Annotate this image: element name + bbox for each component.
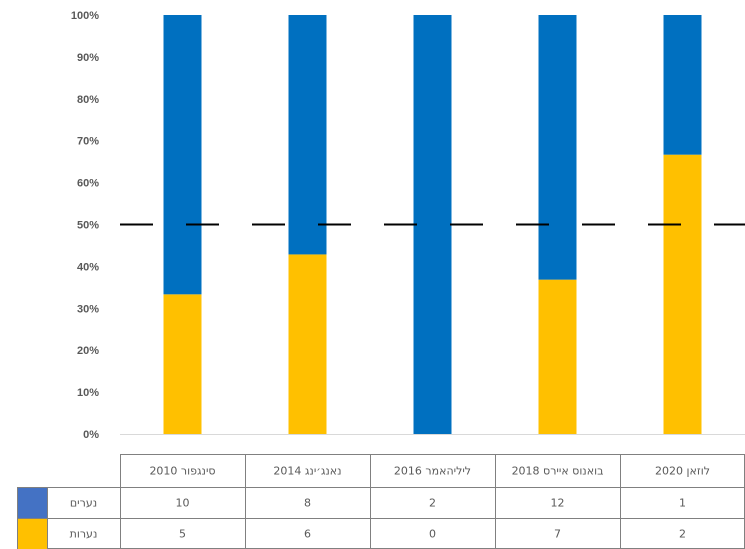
bars [163, 15, 702, 434]
bar-girls [663, 154, 702, 434]
category-label: ליליהאמר 2016 [394, 465, 471, 478]
legend-swatch [18, 488, 47, 518]
bar-boys [538, 15, 577, 280]
series-label: נערים [70, 497, 97, 510]
y-tick-label: 20% [77, 345, 99, 357]
category-label: נאנג׳ינג 2014 [273, 465, 341, 478]
y-tick-label: 70% [77, 136, 99, 148]
y-tick-label: 100% [71, 10, 99, 22]
table-value: 2 [429, 497, 436, 510]
series-label: נערות [70, 528, 98, 541]
category-label: לוזאן 2020 [655, 465, 710, 478]
table-value: 5 [179, 528, 186, 541]
table-value: 0 [429, 528, 436, 541]
table-value: 2 [679, 528, 686, 541]
table-value: 12 [551, 497, 565, 510]
data-table: סינגפור 2010 נאנג׳ינג 2014 ליליהאמר 2016 בו… [17, 454, 745, 549]
y-tick-label: 40% [77, 261, 99, 273]
y-axis: 0% 10% 20% 30% 40% 50% 60% 70% 80% 90% 100% [71, 10, 99, 441]
y-tick-label: 50% [77, 220, 99, 232]
bar-girls [538, 279, 577, 434]
category-label: בואנוס איירס 2018 [512, 465, 604, 478]
table-value: 7 [554, 528, 561, 541]
y-tick-label: 90% [77, 52, 99, 64]
table-value: 10 [176, 497, 190, 510]
y-tick-label: 0% [83, 429, 99, 441]
y-tick-label: 80% [77, 94, 99, 106]
table-value: 1 [679, 497, 686, 510]
category-label: סינגפור 2010 [149, 465, 215, 478]
bar-girls [163, 294, 202, 434]
table-value: 8 [304, 497, 311, 510]
bar-boys [663, 15, 702, 155]
bar-girls [288, 254, 327, 434]
legend-swatch [18, 519, 47, 549]
y-tick-label: 10% [77, 387, 99, 399]
bar-boys [163, 15, 202, 295]
y-tick-label: 30% [77, 303, 99, 315]
bar-boys [288, 15, 327, 255]
y-tick-label: 60% [77, 178, 99, 190]
table-value: 6 [304, 528, 311, 541]
bar-boys [413, 15, 452, 434]
